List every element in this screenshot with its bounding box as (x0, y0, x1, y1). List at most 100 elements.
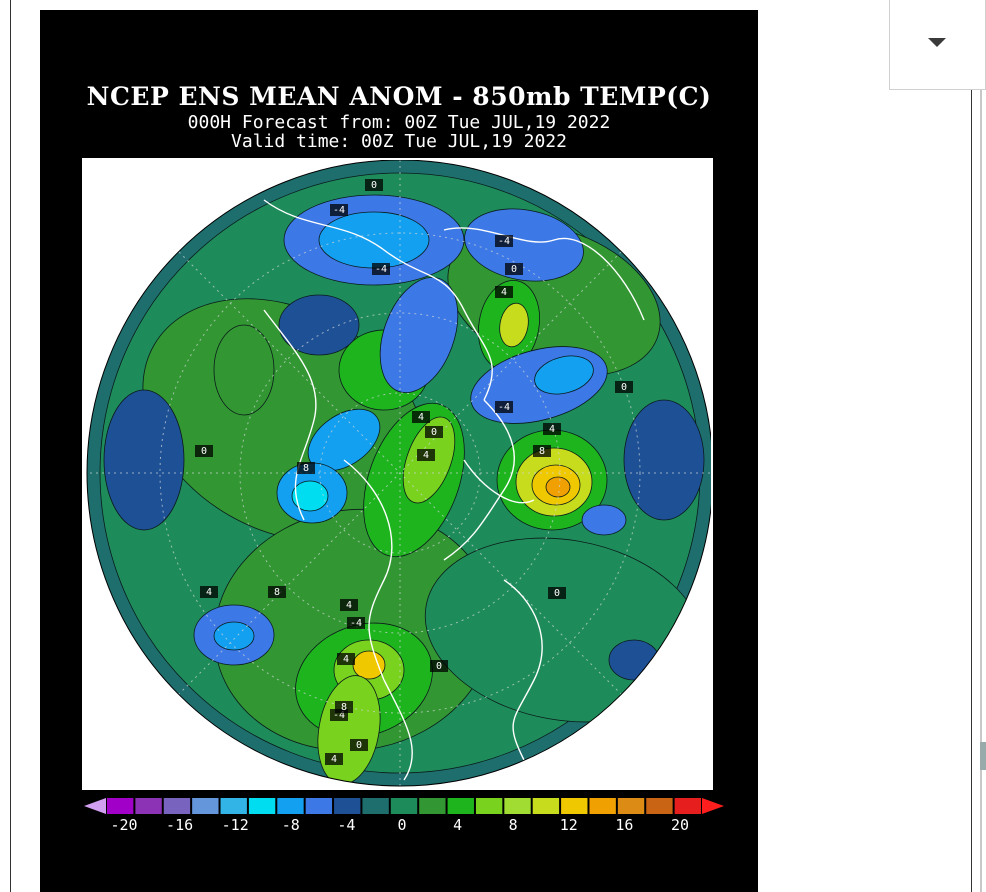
contour-label-bg (347, 617, 365, 629)
contour-label: 0 (356, 740, 362, 751)
colorbar-swatch (390, 798, 418, 814)
contour-label: 8 (303, 463, 309, 474)
colorbar-swatch (504, 798, 531, 814)
colorbar (84, 798, 724, 814)
cold-anomaly (318, 211, 430, 269)
contour-label-bg (495, 235, 513, 247)
contour-label-bg (425, 426, 443, 438)
contour-label: 4 (331, 754, 337, 765)
contour-label: 4 (549, 424, 555, 435)
colorbar-swatch (646, 798, 673, 814)
colorbar-swatch (107, 798, 134, 814)
contour-label-bg (615, 381, 633, 393)
contour-label-bg (372, 263, 390, 275)
contour-label: 8 (539, 446, 545, 457)
contour-label-bg (268, 586, 286, 598)
contour-label-bg (417, 449, 435, 461)
colorbar-swatch (135, 798, 162, 814)
colorbar-tick-label: 4 (453, 816, 463, 834)
contour-label: -4 (333, 205, 345, 216)
coastline (503, 579, 543, 761)
cold-anomaly (623, 399, 705, 521)
contour-label-bg (543, 423, 561, 435)
cold-anomaly (103, 389, 185, 531)
colorbar-arrow-low (84, 798, 106, 814)
contour-label-bg (495, 401, 513, 413)
contour-label-bg (297, 462, 315, 474)
contour-label-bg (350, 739, 368, 751)
colorbar-tick-label: -12 (221, 816, 249, 834)
contour-label-bg (505, 263, 523, 275)
coastline (443, 227, 645, 321)
contour-label: 0 (511, 264, 517, 275)
contour-label: 8 (341, 702, 347, 713)
contour-label: 4 (423, 450, 429, 461)
colorbar-swatch (305, 798, 333, 814)
polar-map-frame: 0 -4 -4 -4 0 4 4 8 -4 0 4 8 4 -4 0 0 0 4 8 -4 0 4 0 4 8 4 (82, 158, 713, 790)
scroll-thumb[interactable] (980, 742, 986, 770)
valid-time-line: Valid time: 00Z Tue JUL,19 2022 (231, 131, 567, 152)
contour-label: 8 (274, 587, 280, 598)
colorbar-swatch (447, 798, 474, 814)
chevron-down-icon (928, 38, 946, 47)
colorbar-swatch (674, 798, 701, 814)
contour-label-bg (548, 587, 566, 599)
contour-label-bg (325, 753, 343, 765)
contour-label: 0 (201, 446, 207, 457)
cold-anomaly (534, 355, 594, 395)
coastline (263, 309, 317, 521)
contour-label-bg (495, 286, 513, 298)
colorbar-tick-label: 12 (559, 816, 578, 834)
colorbar-tick-label: 20 (670, 816, 690, 834)
page-border-left (10, 0, 11, 892)
colorbar-tick-label: -8 (281, 816, 300, 834)
cold-anomaly (464, 208, 584, 282)
hemisphere-edge (86, 160, 711, 787)
contour-label-bg (340, 599, 358, 611)
contour-label-bg (430, 660, 448, 672)
colorbar-tick-labels: -20 -16 -12 -8 -4 0 4 8 12 16 20 (84, 816, 724, 836)
coastline (463, 459, 535, 504)
contour-label-bg (533, 445, 551, 457)
cold-anomaly (291, 480, 329, 512)
view-selector-dropdown[interactable] (889, 0, 986, 90)
colorbar-swatch (561, 798, 588, 814)
colorbar-swatch (220, 798, 247, 814)
colorbar-swatch (617, 798, 645, 814)
colorbar-swatch (475, 798, 503, 814)
colorbar-swatch (163, 798, 191, 814)
colorbar-swatch (589, 798, 616, 814)
colorbar-tick-label: 8 (508, 816, 518, 834)
coastline (263, 199, 493, 401)
cold-anomaly (213, 621, 255, 651)
contour-label: -4 (375, 264, 387, 275)
contour-label-bg (200, 586, 218, 598)
page-border-right (971, 90, 972, 892)
colorbar-swatch (419, 798, 446, 814)
cold-anomaly (581, 504, 627, 536)
colorbar-tick-label: 16 (615, 816, 634, 834)
contour-label-bg (412, 411, 430, 423)
contour-label: 0 (554, 588, 560, 599)
contour-label: 0 (371, 180, 377, 191)
contour-label: -4 (498, 402, 510, 413)
coastline (343, 459, 393, 681)
contour-label: 4 (418, 412, 424, 423)
colorbar-tick-label: -16 (166, 816, 194, 834)
coastline (383, 679, 413, 781)
colorbar-swatch (248, 798, 276, 814)
colorbar-arrow-high (702, 798, 724, 814)
colorbar-tick-label: 0 (397, 816, 407, 834)
scroll-edge (980, 90, 982, 892)
contour-label: 0 (436, 661, 442, 672)
contour-label: -4 (350, 618, 362, 629)
warm-anomaly (352, 650, 386, 680)
warm-anomaly (213, 324, 275, 416)
colorbar-swatch (532, 798, 560, 814)
warm-anomaly (545, 476, 571, 498)
colorbar-tick-label: -20 (110, 816, 138, 834)
contour-label: -4 (498, 236, 510, 247)
forecast-time-line: 000H Forecast from: 00Z Tue JUL,19 2022 (187, 112, 611, 133)
contour-label-bg (365, 179, 383, 191)
